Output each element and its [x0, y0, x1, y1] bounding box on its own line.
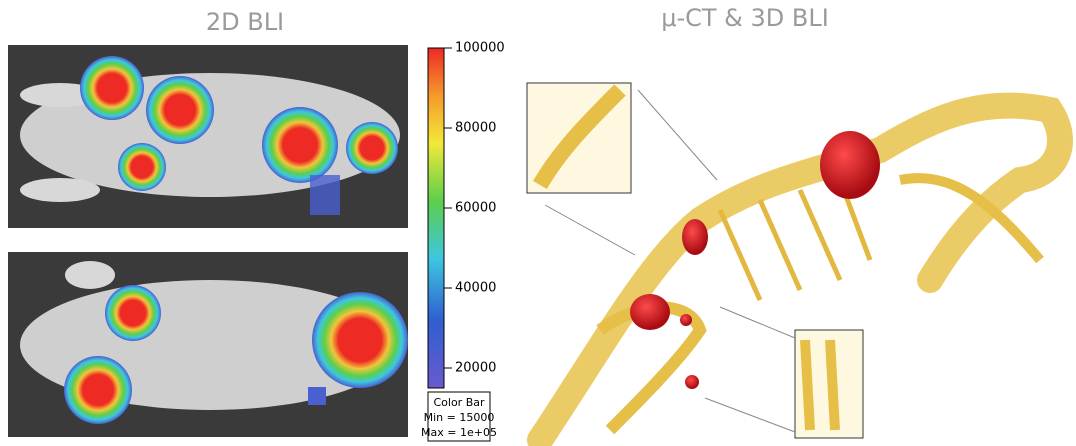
left-title: 2D BLI	[206, 8, 284, 36]
tick-label: 20000	[455, 361, 496, 376]
caption-line: Color Bar	[433, 396, 485, 409]
caption-line: Max = 1e+05	[421, 426, 497, 439]
colorbar	[428, 48, 444, 388]
ct-rendering	[527, 83, 1060, 440]
right-title: μ-CT & 3D BLI	[661, 4, 829, 32]
figure: 2D BLI μ-CT & 3D BLI 100000 80000 60000 400…	[0, 0, 1076, 446]
bli-image-top	[8, 45, 408, 228]
tick-label: 40000	[455, 281, 496, 296]
colorbar-ticks: 100000 80000 60000 40000 20000	[444, 41, 505, 376]
bli-image-bottom	[8, 252, 408, 437]
tick-label: 100000	[455, 41, 505, 56]
caption-line: Min = 15000	[424, 411, 495, 424]
tick-label: 60000	[455, 201, 496, 216]
tick-label: 80000	[455, 121, 496, 136]
